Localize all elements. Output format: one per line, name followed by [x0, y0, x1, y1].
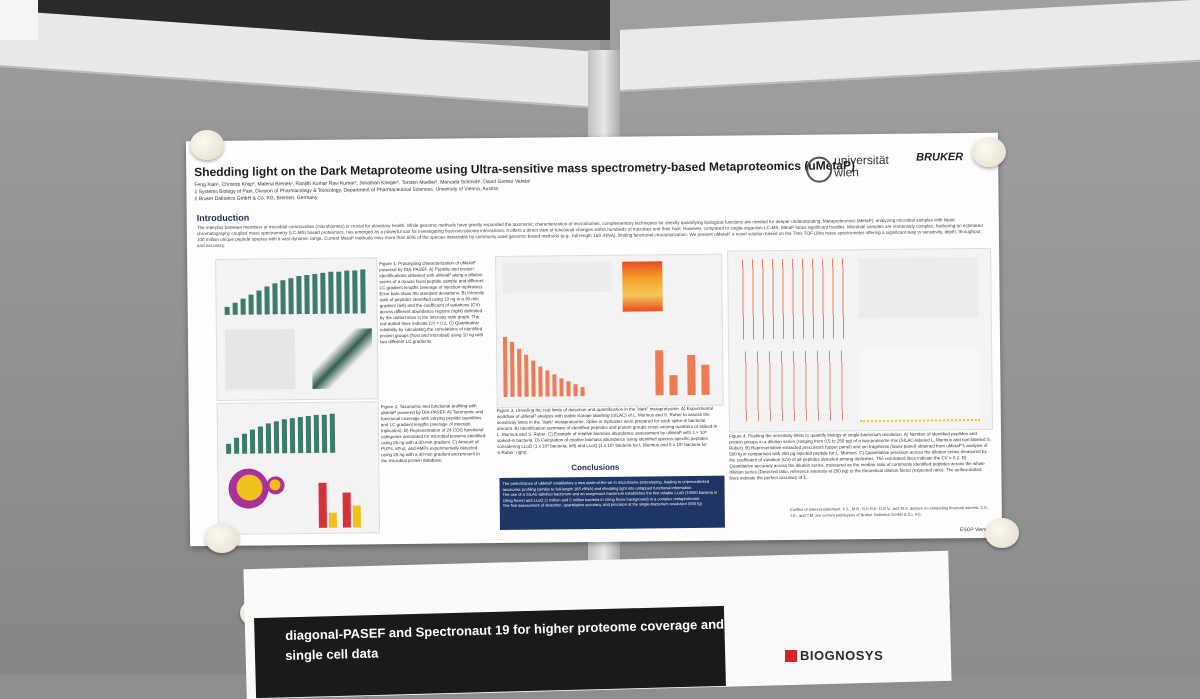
figure-1c-scatter: [311, 328, 373, 389]
figure-3b-bars: [502, 301, 604, 397]
figure-3-panel: [495, 253, 724, 409]
figure-3a-workflow: [502, 261, 613, 293]
figure-2-panel: [216, 401, 381, 535]
figure-4d-ratio: [859, 348, 980, 423]
figure-1b-density: [224, 329, 296, 390]
biognosys-logo: BIOGNOSYS: [785, 648, 883, 663]
main-poster: Shedding light on the Dark Metaproteome …: [185, 132, 1003, 547]
figure-2b-bubbles: [228, 468, 289, 524]
university-logo: universität wien: [806, 152, 906, 185]
biognosys-mark-icon: [785, 650, 797, 662]
intro-heading: Introduction: [196, 212, 250, 224]
figure-4c-cv: [737, 350, 848, 422]
figure-1a-bars: [224, 268, 369, 315]
conclusions-box: The performance of uMetaP establishes a …: [499, 475, 725, 530]
biognosys-name: BIOGNOSYS: [800, 648, 884, 663]
figure-1-panel: [215, 257, 379, 401]
pushpin: [972, 137, 1006, 167]
figure-4b-peaks: [858, 256, 979, 319]
figure-4a-bars: [736, 258, 848, 340]
figure-3c-heatmap: [622, 261, 663, 312]
poster-title: Shedding light on the Dark Metaproteome …: [194, 158, 856, 180]
bruker-logo: BRUKER: [916, 151, 964, 164]
figure-4-panel: [727, 247, 993, 433]
university-name: universität wien: [834, 152, 889, 180]
university-seal-icon: [806, 156, 833, 183]
figure-1-caption: Figure 1. Prototyping characterization o…: [379, 260, 485, 345]
conclusions-heading: Conclusions: [571, 462, 620, 473]
corner-tag: [0, 0, 38, 40]
pushpin: [190, 130, 224, 160]
poster-affiliations: 1 Systems Biology of Pain, Division of P…: [194, 186, 498, 203]
figure-3d-bars: [647, 325, 718, 396]
pushpin: [205, 523, 239, 553]
figure-2-caption: Figure 2. Taxonomic and functional profi…: [380, 403, 486, 464]
figure-2c-bars: [318, 472, 369, 528]
pushpin: [985, 518, 1019, 548]
conclusion-item: The first assessment of detection, quant…: [502, 500, 702, 508]
intro-text: The interplay between members of microbi…: [196, 217, 983, 249]
figure-2a-bars: [226, 412, 371, 454]
conflict-statement: Conflict of interest statement: F.X., M.…: [789, 504, 990, 518]
figure-4-caption: Figure 4. Pushing the sensitivity limits…: [728, 430, 991, 481]
figure-3-caption: Figure 3. Unveiling the real limits of d…: [496, 405, 718, 456]
second-poster-title-line-2: single cell data: [285, 645, 379, 663]
